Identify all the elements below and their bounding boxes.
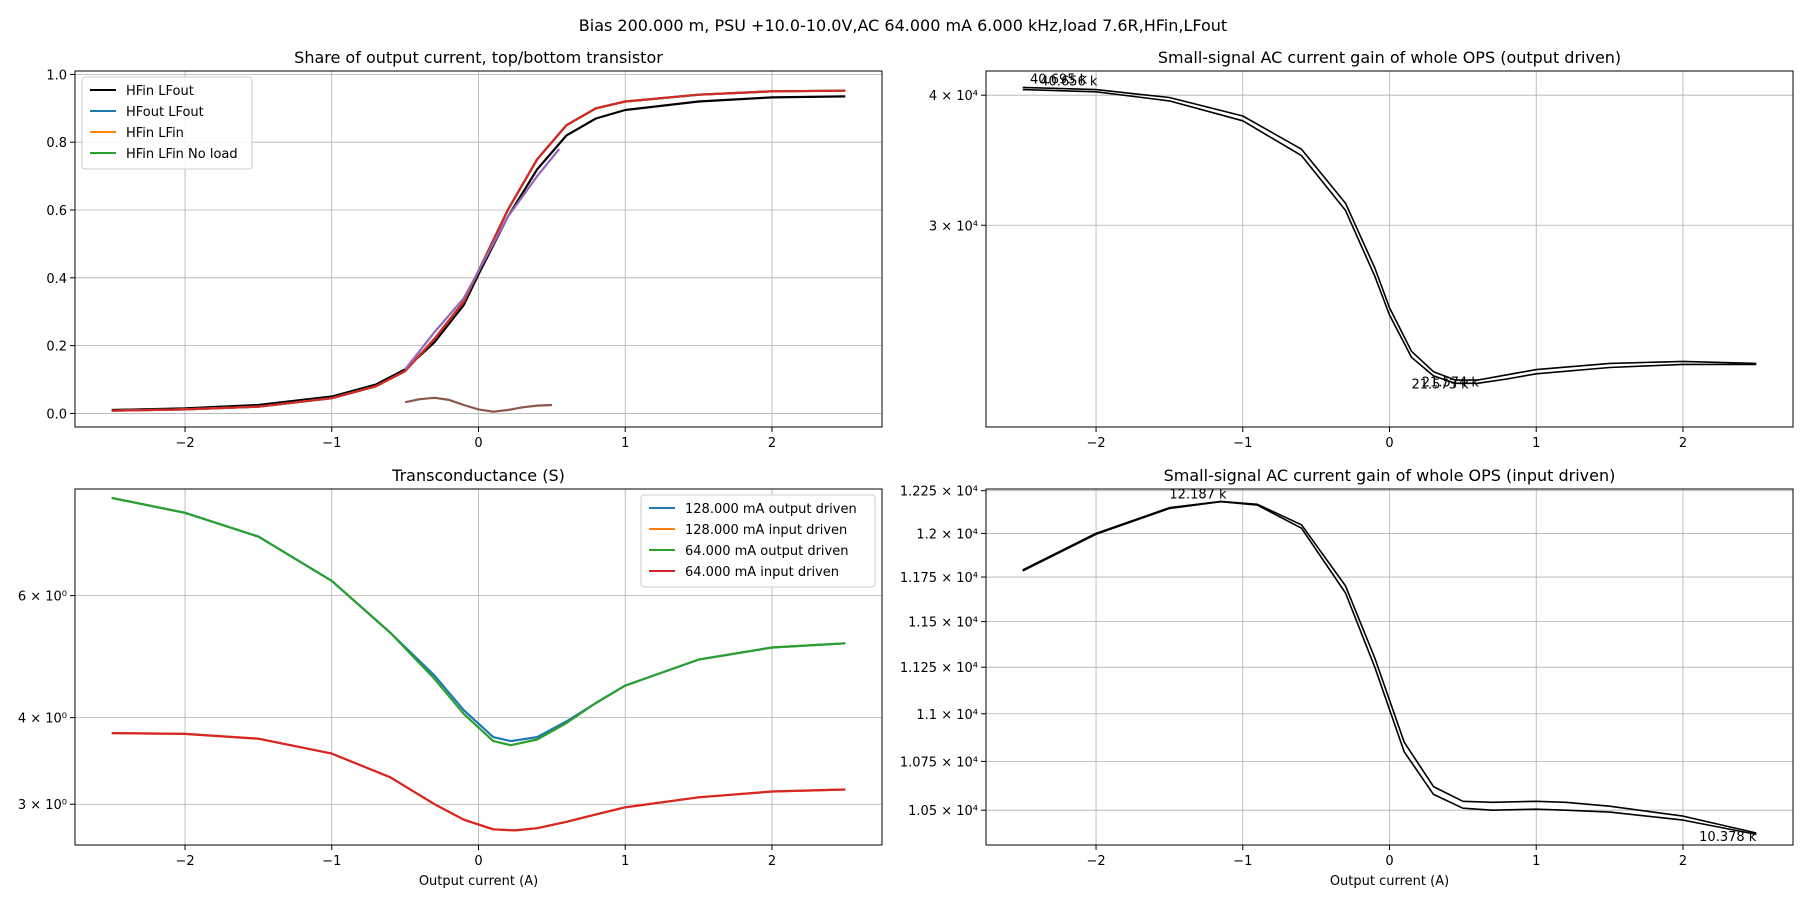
x-tick-label: 2 [768,436,776,451]
series-group [1022,500,1757,836]
data-annotation: 40.656 k [1040,75,1098,90]
y-tick-label: 3 × 10⁴ [929,219,978,234]
x-tick-label: 2 [1679,436,1687,451]
series-line-unnamed-5 [404,148,561,371]
series-line-unnamed-6 [404,396,552,413]
chart-title: Transconductance (S) [391,466,565,485]
y-tick-label: 1.175 × 10⁴ [900,571,978,586]
x-tick-label: −2 [1086,854,1105,869]
series-group [1022,86,1757,385]
y-tick-label: 1.225 × 10⁴ [900,485,978,500]
y-tick-label: 1.125 × 10⁴ [900,661,978,676]
y-tick-label: 1.15 × 10⁴ [908,616,978,631]
x-tick-label: 2 [1679,854,1687,869]
chart-title: Small-signal AC current gain of whole OP… [1164,466,1616,485]
legend-label: HFout LFout [126,105,204,120]
x-tick-label: 1 [1532,854,1540,869]
legend-label: HFin LFout [126,84,194,99]
data-annotation: 12.187 k [1169,487,1227,502]
chart-gain-input-driven: Small-signal AC current gain of whole OP… [900,466,1794,889]
series-line-64-000-ma-output-driven [111,496,846,747]
y-tick-label: 1.0 [46,68,67,83]
x-tick-label: −1 [322,854,341,869]
x-tick-label: −2 [175,436,194,451]
y-tick-label: 1.1 × 10⁴ [916,708,978,723]
series-line-unnamed-1 [1022,500,1757,836]
y-tick-label: 1.075 × 10⁴ [900,755,978,770]
y-tick-label: 0.0 [46,407,67,422]
series-group [111,89,846,413]
x-tick-label: 0 [1385,436,1393,451]
legend-box [640,494,876,588]
x-tick-label: 0 [474,854,482,869]
y-tick-label: 0.4 [46,272,67,287]
y-tick-label: 4 × 10⁴ [929,89,978,104]
legend-label: HFin LFin [126,126,184,141]
figure-suptitle: Bias 200.000 m, PSU +10.0-10.0V,AC 64.00… [579,16,1227,35]
y-tick-label: 3 × 10⁰ [18,798,67,813]
x-tick-label: 1 [621,854,629,869]
legend: 128.000 mA output driven 128.000 mA input… [640,494,876,588]
chart-share-of-output-current: Share of output current, top/bottom tran… [46,48,883,451]
y-tick-label: 6 × 10⁰ [18,590,67,605]
x-tick-label: 1 [1532,436,1540,451]
x-tick-label: −1 [1233,436,1252,451]
x-axis-label: Output current (A) [1330,874,1449,889]
legend-label: HFin LFin No load [126,147,238,162]
x-tick-label: −2 [1086,436,1105,451]
x-axis-label: Output current (A) [419,874,538,889]
y-tick-label: 0.2 [46,340,67,355]
chart-title: Small-signal AC current gain of whole OP… [1158,48,1621,67]
chart-gain-output-driven: Small-signal AC current gain of whole OP… [929,48,1794,451]
legend-label: 128.000 mA input driven [685,523,847,538]
legend-box [81,76,253,170]
chart-title: Share of output current, top/bottom tran… [294,48,663,67]
series-line-unnamed-1 [1022,88,1757,385]
legend-label: 64.000 mA input driven [685,565,839,580]
x-tick-label: −1 [1233,854,1252,869]
y-tick-label: 1.05 × 10⁴ [908,804,978,819]
x-tick-label: −2 [175,854,194,869]
series-line-64-000-ma-input-driven [111,732,846,832]
series-group [111,496,846,832]
legend-label: 64.000 mA output driven [685,544,848,559]
x-tick-label: −1 [322,436,341,451]
y-tick-label: 1.2 × 10⁴ [916,527,978,542]
data-annotation: 21.574 k [1422,375,1480,390]
legend-label: 128.000 mA output driven [685,502,857,517]
data-annotation: 10.378 k [1699,830,1757,845]
y-tick-label: 0.8 [46,136,67,151]
legend: HFin LFout HFout LFout HFin LFin HFin LFin … [81,76,253,170]
data-annotation: 40.695 k [1030,72,1088,87]
x-tick-label: 0 [474,436,482,451]
series-line-unnamed-0 [1022,86,1757,381]
x-tick-label: 0 [1385,854,1393,869]
series-line-hfin-lfout [111,95,846,412]
x-tick-label: 1 [621,436,629,451]
y-tick-label: 0.6 [46,204,67,219]
y-tick-label: 4 × 10⁰ [18,712,67,727]
x-tick-label: 2 [768,854,776,869]
data-annotation: 21.573 k [1412,378,1470,393]
chart-transconductance: Transconductance (S) −2 −1 0 1 2 3 × 10⁰ 4 × 10… [18,466,883,889]
